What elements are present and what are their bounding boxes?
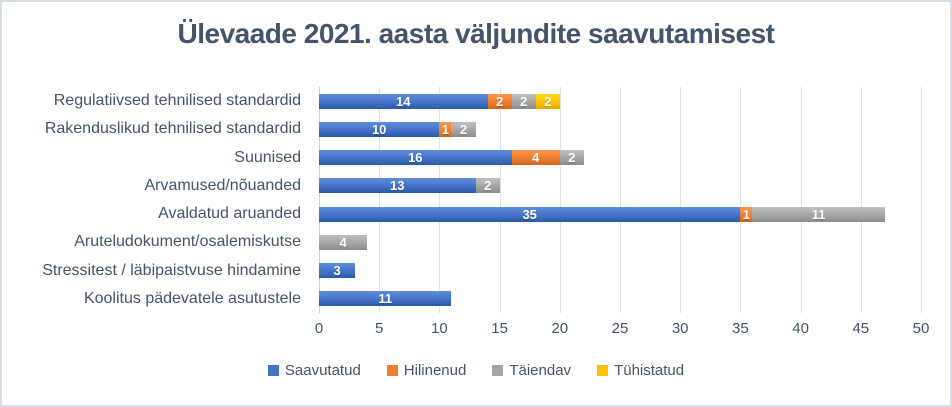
gridline bbox=[800, 87, 802, 313]
bar-value-label: 2 bbox=[520, 93, 528, 109]
bar-segment: 10 bbox=[319, 121, 440, 137]
legend-swatch-icon bbox=[267, 365, 279, 376]
legend-item: Saavutatud bbox=[267, 362, 361, 379]
bar-value-label: 35 bbox=[522, 206, 537, 222]
category-label: Regulatiivsed tehnilised standardid bbox=[53, 92, 301, 110]
bar-segment: 2 bbox=[475, 178, 500, 194]
gridline bbox=[740, 87, 742, 313]
gridline bbox=[921, 87, 922, 313]
bar-segment: 16 bbox=[319, 150, 512, 166]
bar-value-label: 2 bbox=[568, 150, 576, 166]
bar-value-label: 2 bbox=[495, 93, 504, 109]
bar-value-label: 16 bbox=[408, 150, 423, 166]
bar-segment: 2 bbox=[487, 93, 512, 109]
category-label: Suunised bbox=[234, 148, 301, 166]
bar-value-label: 2 bbox=[459, 121, 468, 137]
bar-row: 10 1 2 bbox=[319, 121, 921, 137]
legend-label: Täiendav bbox=[509, 362, 572, 379]
bar-segment: 14 bbox=[319, 93, 488, 109]
category-label: Aruteludokument/osalemiskutse bbox=[74, 233, 301, 251]
x-tick-label: 30 bbox=[671, 320, 689, 337]
bar-segment: 35 bbox=[319, 206, 741, 222]
bar-value-label: 2 bbox=[544, 93, 552, 109]
x-tick-label: 20 bbox=[551, 320, 569, 337]
category-label: Arvamused/nõuanded bbox=[144, 176, 301, 194]
gridline bbox=[620, 87, 621, 313]
bar-value-label: 4 bbox=[532, 150, 540, 166]
x-tick-label: 10 bbox=[431, 320, 448, 337]
bar-row: 3 bbox=[319, 263, 921, 279]
chart-title: Ülevaade 2021. aasta väljundite saavutam… bbox=[177, 18, 775, 49]
gridline bbox=[860, 87, 862, 313]
x-axis: 0 5 10 15 20 25 30 35 40 45 50 bbox=[315, 320, 930, 340]
legend-item: Hilinenud bbox=[386, 362, 467, 379]
x-tick-label: 25 bbox=[611, 320, 629, 337]
bar-segment: 2 bbox=[451, 121, 476, 137]
bar-value-label: 11 bbox=[811, 206, 826, 222]
bar-value-label: 11 bbox=[378, 291, 393, 307]
x-tick-label: 35 bbox=[732, 320, 749, 337]
category-label: Rakenduslikud tehnilised standardid bbox=[44, 120, 301, 138]
bar-row: 35 1 11 bbox=[319, 206, 921, 222]
bar-row: 16 4 2 bbox=[319, 150, 921, 166]
bar-row: 14 2 2 2 bbox=[319, 93, 921, 109]
bar-value-label: 3 bbox=[333, 263, 341, 279]
legend-item: Tühistatud bbox=[597, 362, 684, 379]
x-tick-label: 45 bbox=[852, 320, 870, 337]
legend-label: Hilinenud bbox=[403, 362, 467, 379]
legend-swatch-icon bbox=[597, 365, 609, 376]
legend: Saavutatud Hilinenud Täiendav Tühistatud bbox=[2, 362, 950, 379]
plot-area: 14 2 2 2 10 1 2 16 4 2 13 2 35 1 11 4 3 11 bbox=[319, 87, 922, 313]
bar-row: 13 2 bbox=[319, 178, 921, 194]
bar-segment: 2 bbox=[559, 150, 584, 166]
bar-segment: 1 bbox=[740, 206, 753, 222]
bar-row: 4 bbox=[319, 234, 921, 250]
x-tick-label: 15 bbox=[491, 320, 508, 337]
legend-swatch-icon bbox=[492, 365, 504, 376]
bar-value-label: 1 bbox=[441, 121, 450, 137]
bar-value-label: 10 bbox=[371, 121, 387, 137]
gridline bbox=[439, 87, 441, 313]
bar-segment: 4 bbox=[319, 234, 368, 250]
bar-value-label: 2 bbox=[483, 178, 492, 194]
bar-value-label: 13 bbox=[390, 178, 405, 194]
bar-segment: 3 bbox=[319, 263, 356, 279]
x-tick-label: 50 bbox=[912, 320, 930, 337]
bar-segment: 11 bbox=[752, 206, 885, 222]
bar-segment: 2 bbox=[511, 93, 536, 109]
legend-item: Täiendav bbox=[492, 362, 571, 379]
bar-value-label: 14 bbox=[396, 93, 411, 109]
legend-swatch-icon bbox=[386, 365, 398, 376]
bar-segment: 2 bbox=[535, 93, 560, 109]
bar-segment: 13 bbox=[319, 178, 476, 194]
category-label: Avaldatud aruanded bbox=[158, 205, 301, 223]
bar-segment: 11 bbox=[319, 291, 452, 307]
gridline bbox=[680, 87, 682, 313]
x-tick-label: 0 bbox=[314, 320, 324, 337]
legend-label: Tühistatud bbox=[614, 362, 685, 379]
category-axis: Regulatiivsed tehnilised standardid Raken… bbox=[2, 87, 310, 313]
category-label: Koolitus pädevatele asutustele bbox=[83, 289, 301, 307]
bar-value-label: 1 bbox=[742, 206, 751, 222]
y-axis-line bbox=[319, 87, 320, 313]
gridline bbox=[499, 87, 501, 313]
legend-label: Saavutatud bbox=[284, 362, 361, 379]
bar-row: 11 bbox=[319, 291, 921, 307]
bar-segment: 1 bbox=[439, 121, 452, 137]
category-label: Stressitest / läbipaistvuse hindamine bbox=[42, 261, 301, 279]
bar-segment: 4 bbox=[511, 150, 560, 166]
gridline bbox=[559, 87, 561, 313]
x-tick-label: 5 bbox=[375, 320, 384, 337]
x-tick-label: 40 bbox=[792, 320, 809, 337]
bar-value-label: 4 bbox=[339, 234, 347, 250]
gridline bbox=[379, 87, 381, 313]
